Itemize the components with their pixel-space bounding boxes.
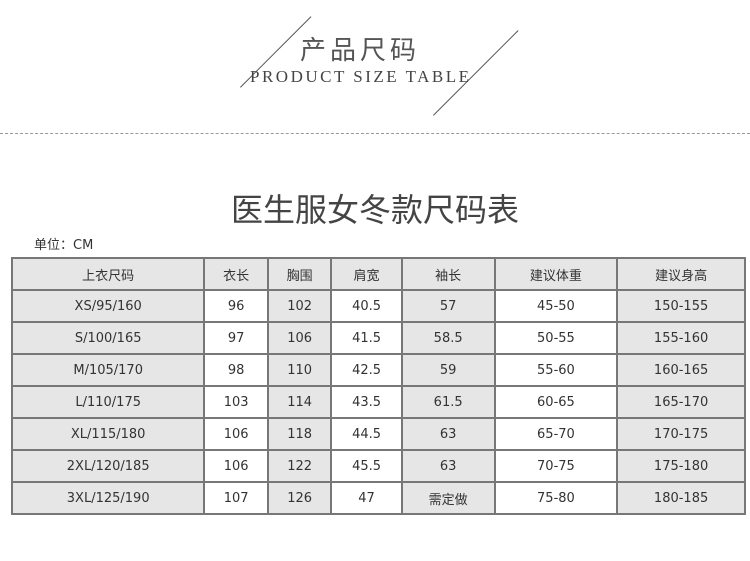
table-cell: 63 [400, 417, 496, 451]
table-cell: 96 [203, 289, 269, 323]
table-cell: 102 [266, 289, 333, 323]
table-cell: 114 [266, 385, 333, 419]
table-cell: 63 [400, 449, 496, 483]
dotted-divider [0, 133, 750, 134]
unit-label: 单位：CM [34, 238, 94, 253]
table-cell: 55-60 [493, 353, 619, 387]
table-row: L/110/175 103 114 43.5 61.5 60-65 165-170 [10, 385, 746, 419]
banner-title-cn: 产品尺码 [300, 36, 421, 66]
table-cell: 45.5 [330, 449, 403, 483]
table-cell: 170-175 [616, 417, 746, 451]
table-cell: M/105/170 [10, 353, 206, 387]
table-cell: 60-65 [493, 385, 619, 419]
table-cell: 40.5 [330, 289, 403, 323]
table-cell: 118 [266, 417, 333, 451]
table-row: S/100/165 97 106 41.5 58.5 50-55 155-160 [10, 321, 746, 355]
table-cell: 41.5 [330, 321, 403, 355]
table-cell: 97 [203, 321, 269, 355]
table-cell: XS/95/160 [10, 289, 206, 323]
table-cell: 180-185 [616, 481, 746, 515]
table-row: XS/95/160 96 102 40.5 57 45-50 150-155 [10, 289, 746, 323]
table-cell: 106 [266, 321, 333, 355]
table-cell: 44.5 [330, 417, 403, 451]
table-cell: 50-55 [493, 321, 619, 355]
table-cell: 106 [203, 417, 269, 451]
table-cell: 59 [400, 353, 496, 387]
table-cell: 需定做 [400, 481, 496, 515]
table-row: XL/115/180 106 118 44.5 63 65-70 170-175 [10, 417, 746, 451]
table-header-row: 上衣尺码 衣长 胸围 肩宽 袖长 建议体重 建议身高 [10, 257, 746, 291]
table-cell: 42.5 [330, 353, 403, 387]
column-header: 胸围 [266, 257, 333, 291]
table-cell: 122 [266, 449, 333, 483]
table-cell: 165-170 [616, 385, 746, 419]
table-cell: 57 [400, 289, 496, 323]
table-cell: 106 [203, 449, 269, 483]
table-cell: 61.5 [400, 385, 496, 419]
table-cell: 43.5 [330, 385, 403, 419]
table-cell: 98 [203, 353, 269, 387]
page-title: 医生服女冬款尺码表 [230, 191, 519, 229]
table-cell: 160-165 [616, 353, 746, 387]
column-header: 衣长 [203, 257, 269, 291]
table-cell: 47 [330, 481, 403, 515]
table-row: 3XL/125/190 107 126 47 需定做 75-80 180-185 [10, 481, 746, 515]
column-header: 上衣尺码 [10, 257, 206, 291]
table-cell: 155-160 [616, 321, 746, 355]
table-cell: 75-80 [493, 481, 619, 515]
table-cell: 70-75 [493, 449, 619, 483]
table-cell: 2XL/120/185 [10, 449, 206, 483]
size-table: 上衣尺码 衣长 胸围 肩宽 袖长 建议体重 建议身高 XS/95/160 96 102 40.5 5… [10, 257, 746, 515]
table-row: 2XL/120/185 106 122 45.5 63 70-75 175-180 [10, 449, 746, 483]
banner-title-en: PRODUCT SIZE TABLE [250, 67, 472, 86]
table-cell: 58.5 [400, 321, 496, 355]
table-cell: S/100/165 [10, 321, 206, 355]
table-cell: 65-70 [493, 417, 619, 451]
table-cell: 150-155 [616, 289, 746, 323]
table-row: M/105/170 98 110 42.5 59 55-60 160-165 [10, 353, 746, 387]
column-header: 建议身高 [616, 257, 746, 291]
table-cell: 3XL/125/190 [10, 481, 206, 515]
table-cell: 107 [203, 481, 269, 515]
table-cell: XL/115/180 [10, 417, 206, 451]
column-header: 肩宽 [330, 257, 403, 291]
table-cell: L/110/175 [10, 385, 206, 419]
column-header: 袖长 [400, 257, 496, 291]
column-header: 建议体重 [493, 257, 619, 291]
table-cell: 45-50 [493, 289, 619, 323]
table-cell: 110 [266, 353, 333, 387]
table-cell: 175-180 [616, 449, 746, 483]
table-cell: 126 [266, 481, 333, 515]
table-cell: 103 [203, 385, 269, 419]
